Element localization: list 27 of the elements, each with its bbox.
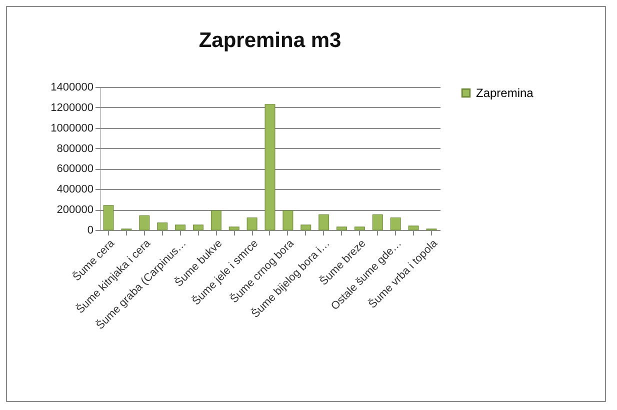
bar bbox=[282, 210, 294, 230]
y-tick-label: 0 bbox=[87, 224, 94, 236]
bar bbox=[336, 226, 347, 230]
bar bbox=[318, 214, 330, 230]
y-tick-label: 1200000 bbox=[50, 102, 94, 114]
chart-title: Zapremina m3 bbox=[198, 29, 342, 52]
y-tick-label: 600000 bbox=[56, 163, 94, 176]
y-tick-label: 200000 bbox=[56, 204, 94, 216]
bar bbox=[175, 224, 186, 230]
bar bbox=[193, 224, 204, 230]
bar bbox=[264, 104, 276, 230]
bar bbox=[103, 205, 114, 230]
y-tick-label: 400000 bbox=[56, 184, 94, 196]
bar bbox=[408, 226, 419, 230]
bar bbox=[390, 217, 401, 230]
bar bbox=[157, 222, 168, 230]
bar bbox=[228, 226, 240, 230]
bar bbox=[300, 224, 312, 230]
bar bbox=[354, 226, 365, 230]
legend-label: Zapremina bbox=[476, 86, 534, 100]
bar bbox=[246, 217, 258, 230]
y-tick-label: 1400000 bbox=[50, 82, 94, 94]
y-tick-label: 1000000 bbox=[50, 122, 94, 134]
bar bbox=[139, 215, 150, 230]
bar bbox=[210, 210, 222, 230]
y-tick-label: 800000 bbox=[56, 142, 94, 155]
bar bbox=[372, 214, 383, 230]
